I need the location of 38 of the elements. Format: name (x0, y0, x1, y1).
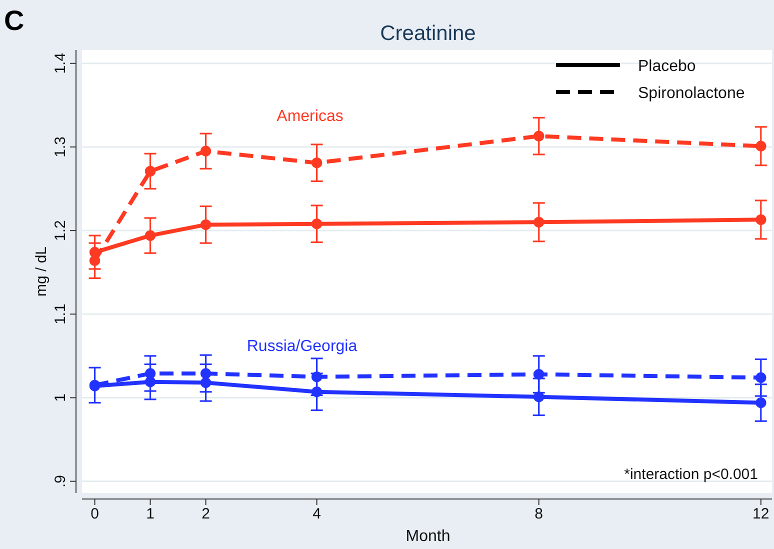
annotation: Russia/Georgia (246, 338, 358, 355)
point (200, 146, 212, 156)
point (534, 130, 544, 142)
point (756, 372, 766, 383)
point (311, 371, 322, 382)
point (144, 166, 156, 177)
x-tick-label: 0 (90, 506, 99, 523)
annotation: Placebo (638, 58, 696, 75)
point (756, 397, 766, 408)
point (756, 140, 766, 152)
annotation: Americas (276, 108, 344, 125)
y-tick-label: 1 (52, 394, 69, 402)
annotation: *interaction p<0.001 (624, 466, 758, 483)
point (200, 368, 212, 379)
point (200, 219, 212, 230)
chart-title: Creatinine (380, 22, 476, 45)
point (311, 218, 322, 230)
point (89, 255, 100, 266)
x-tick-label: 1 (146, 506, 154, 523)
text: C (4, 5, 24, 36)
annotation: Spironolactone (638, 85, 745, 102)
y-tick-label: 1.4 (52, 52, 69, 74)
x-tick-label: 8 (534, 506, 544, 523)
point (144, 230, 156, 241)
point (144, 368, 156, 379)
point (534, 368, 544, 380)
point (534, 216, 544, 228)
x-axis-title: Month (406, 528, 450, 545)
y-tick-label: 1.2 (52, 220, 69, 241)
x-tick-label: 2 (202, 506, 210, 523)
y-tick-label: 1.3 (52, 136, 69, 158)
y-tick-label: .9 (52, 475, 69, 488)
point (311, 158, 322, 168)
x-tick-label: 12 (752, 506, 770, 523)
point (756, 214, 766, 226)
x-tick-label: 4 (312, 506, 321, 523)
y-axis-title: mg / dL (33, 246, 50, 297)
y-tick-label: 1.1 (52, 304, 69, 325)
